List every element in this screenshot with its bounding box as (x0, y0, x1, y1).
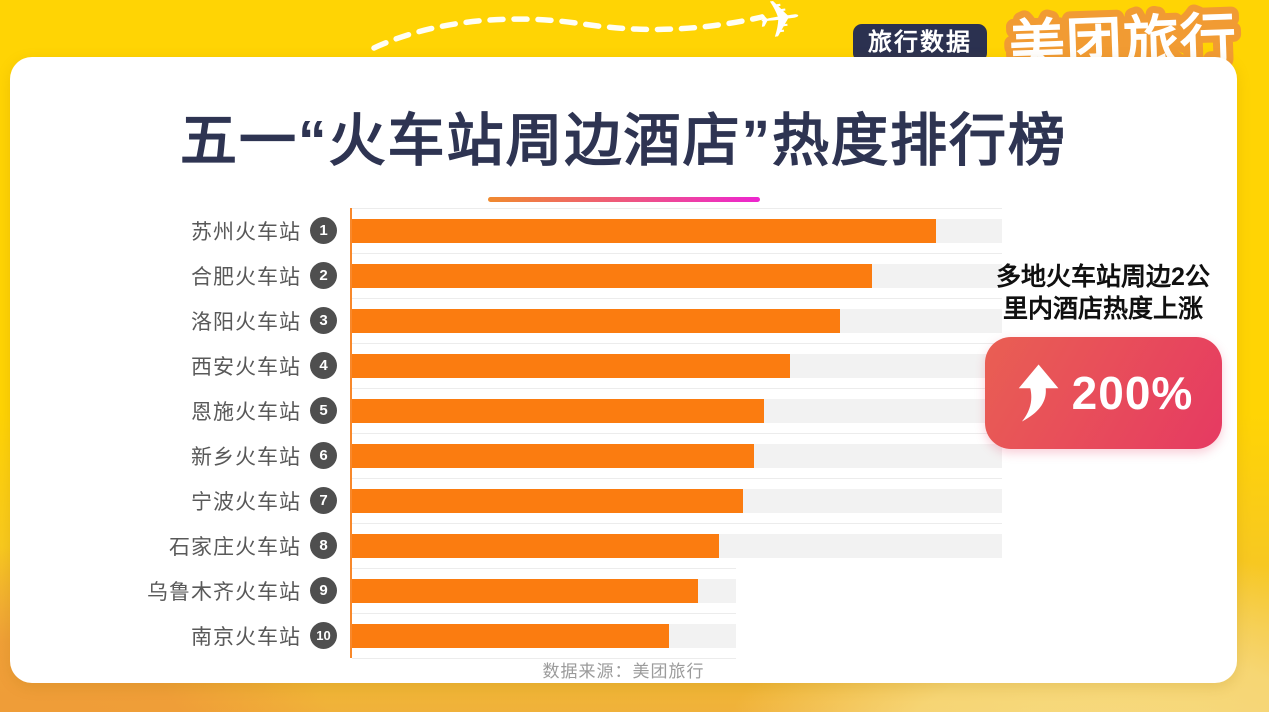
gridline (352, 523, 1002, 524)
bar-track (352, 308, 1002, 333)
airplane-icon: ✈ (754, 0, 806, 53)
bar (352, 578, 698, 603)
bar-track (352, 353, 1002, 378)
bar (352, 398, 765, 423)
station-name: 乌鲁木齐火车站 (147, 580, 301, 604)
gridline (352, 208, 1002, 209)
gridline (352, 568, 736, 569)
bar (352, 623, 670, 648)
rank-badge: 2 (310, 262, 337, 289)
bar-label: 乌鲁木齐火车站 9 (10, 575, 337, 606)
rank-badge: 5 (310, 397, 337, 424)
station-name: 宁波火车站 (191, 490, 301, 514)
gridline (352, 658, 736, 659)
bar-track (352, 263, 1002, 288)
annotation-line-1: 多地火车站周边2公 (996, 263, 1210, 291)
bar-label: 苏州火车站 1 (10, 215, 337, 246)
growth-value: 200% (1071, 367, 1194, 419)
station-name: 恩施火车站 (191, 400, 301, 424)
rank-badge: 7 (310, 487, 337, 514)
bar-label: 南京火车站 10 (10, 620, 337, 651)
bar-label: 恩施火车站 5 (10, 395, 337, 426)
bar (352, 353, 791, 378)
gridline (352, 253, 1002, 254)
annotation-line-2: 里内酒店热度上涨 (1002, 295, 1203, 323)
rank-badge: 6 (310, 442, 337, 469)
card: 五一“火车站周边酒店”热度排行榜 苏州火车站 1 合肥火车站 2 洛阳火车站 3 西安火车站… (10, 57, 1237, 683)
bar-label: 西安火车站 4 (10, 350, 337, 381)
flight-trail-icon (371, 14, 765, 51)
gridline (352, 613, 736, 614)
gridline (352, 298, 1002, 299)
gridline (352, 433, 1002, 434)
bar (352, 488, 744, 513)
gridline (352, 343, 1002, 344)
bar-label: 石家庄火车站 8 (10, 530, 337, 561)
bar (352, 218, 936, 243)
station-name: 合肥火车站 (191, 265, 301, 289)
bar-label: 宁波火车站 7 (10, 485, 337, 516)
bar-track (352, 623, 736, 648)
bar (352, 308, 841, 333)
rank-badge: 10 (310, 622, 337, 649)
rank-badge: 9 (310, 577, 337, 604)
bar-track (352, 218, 1002, 243)
category-badge: 旅行数据 (853, 24, 987, 62)
bar (352, 533, 720, 558)
bar-track (352, 488, 1002, 513)
rank-badge: 8 (310, 532, 337, 559)
bar-track (352, 443, 1002, 468)
growth-arrow-icon (1018, 364, 1059, 422)
station-name: 苏州火车站 (191, 220, 301, 244)
bar (352, 263, 872, 288)
station-name: 洛阳火车站 (191, 310, 301, 334)
bar-track (352, 398, 1002, 423)
rank-badge: 4 (310, 352, 337, 379)
bar-track (352, 578, 736, 603)
bar (352, 443, 754, 468)
growth-badge: 200% (985, 337, 1222, 449)
annotation-text: 多地火车站周边2公 里内酒店热度上涨 (958, 261, 1248, 325)
title-underline (488, 197, 760, 202)
bar-label: 合肥火车站 2 (10, 260, 337, 291)
page-title: 五一“火车站周边酒店”热度排行榜 (180, 109, 1067, 173)
bar-label: 洛阳火车站 3 (10, 305, 337, 336)
station-name: 西安火车站 (191, 355, 301, 379)
gridline (352, 388, 1002, 389)
rank-badge: 3 (310, 307, 337, 334)
bar-label: 新乡火车站 6 (10, 440, 337, 471)
rank-badge: 1 (310, 217, 337, 244)
value-axis-line (350, 208, 352, 658)
station-name: 南京火车站 (191, 625, 301, 649)
station-name: 石家庄火车站 (169, 535, 301, 559)
bar-track (352, 533, 1002, 558)
station-name: 新乡火车站 (191, 445, 301, 469)
bar-chart: 苏州火车站 1 合肥火车站 2 洛阳火车站 3 西安火车站 4 恩施火车站 5 新乡火车站 6 宁波火车… (10, 208, 1237, 660)
source-text: 数据来源：美团旅行 (542, 662, 705, 681)
gridline (352, 478, 1002, 479)
